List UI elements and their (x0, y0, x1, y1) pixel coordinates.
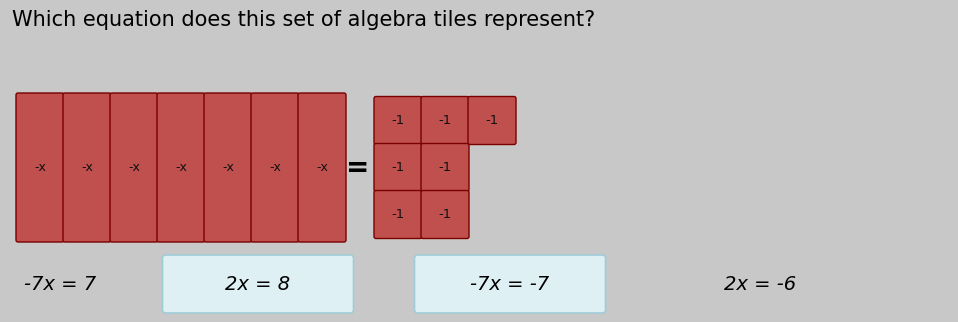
FancyBboxPatch shape (251, 93, 299, 242)
FancyBboxPatch shape (374, 191, 422, 239)
Text: -x: -x (316, 161, 328, 174)
Text: -1: -1 (486, 114, 498, 127)
Text: Which equation does this set of algebra tiles represent?: Which equation does this set of algebra … (12, 10, 595, 30)
FancyBboxPatch shape (110, 93, 158, 242)
Text: -1: -1 (439, 208, 451, 221)
FancyBboxPatch shape (16, 93, 64, 242)
Text: =: = (346, 154, 370, 182)
Text: -1: -1 (392, 161, 404, 174)
Text: -1: -1 (439, 161, 451, 174)
FancyBboxPatch shape (468, 97, 516, 145)
Text: -7x = 7: -7x = 7 (24, 274, 96, 293)
Text: 2x = 8: 2x = 8 (225, 274, 290, 293)
FancyBboxPatch shape (204, 93, 252, 242)
Text: -x: -x (269, 161, 281, 174)
Text: -7x = -7: -7x = -7 (470, 274, 550, 293)
FancyBboxPatch shape (374, 97, 422, 145)
FancyBboxPatch shape (63, 93, 111, 242)
Text: -x: -x (81, 161, 93, 174)
FancyBboxPatch shape (415, 255, 605, 313)
FancyBboxPatch shape (421, 191, 469, 239)
FancyBboxPatch shape (298, 93, 346, 242)
Text: -x: -x (175, 161, 187, 174)
Text: -x: -x (34, 161, 46, 174)
FancyBboxPatch shape (163, 255, 354, 313)
FancyBboxPatch shape (157, 93, 205, 242)
Text: -x: -x (222, 161, 234, 174)
Text: -1: -1 (439, 114, 451, 127)
Text: -1: -1 (392, 114, 404, 127)
Text: 2x = -6: 2x = -6 (724, 274, 796, 293)
FancyBboxPatch shape (421, 144, 469, 192)
Text: -x: -x (128, 161, 140, 174)
Text: -1: -1 (392, 208, 404, 221)
FancyBboxPatch shape (374, 144, 422, 192)
FancyBboxPatch shape (421, 97, 469, 145)
